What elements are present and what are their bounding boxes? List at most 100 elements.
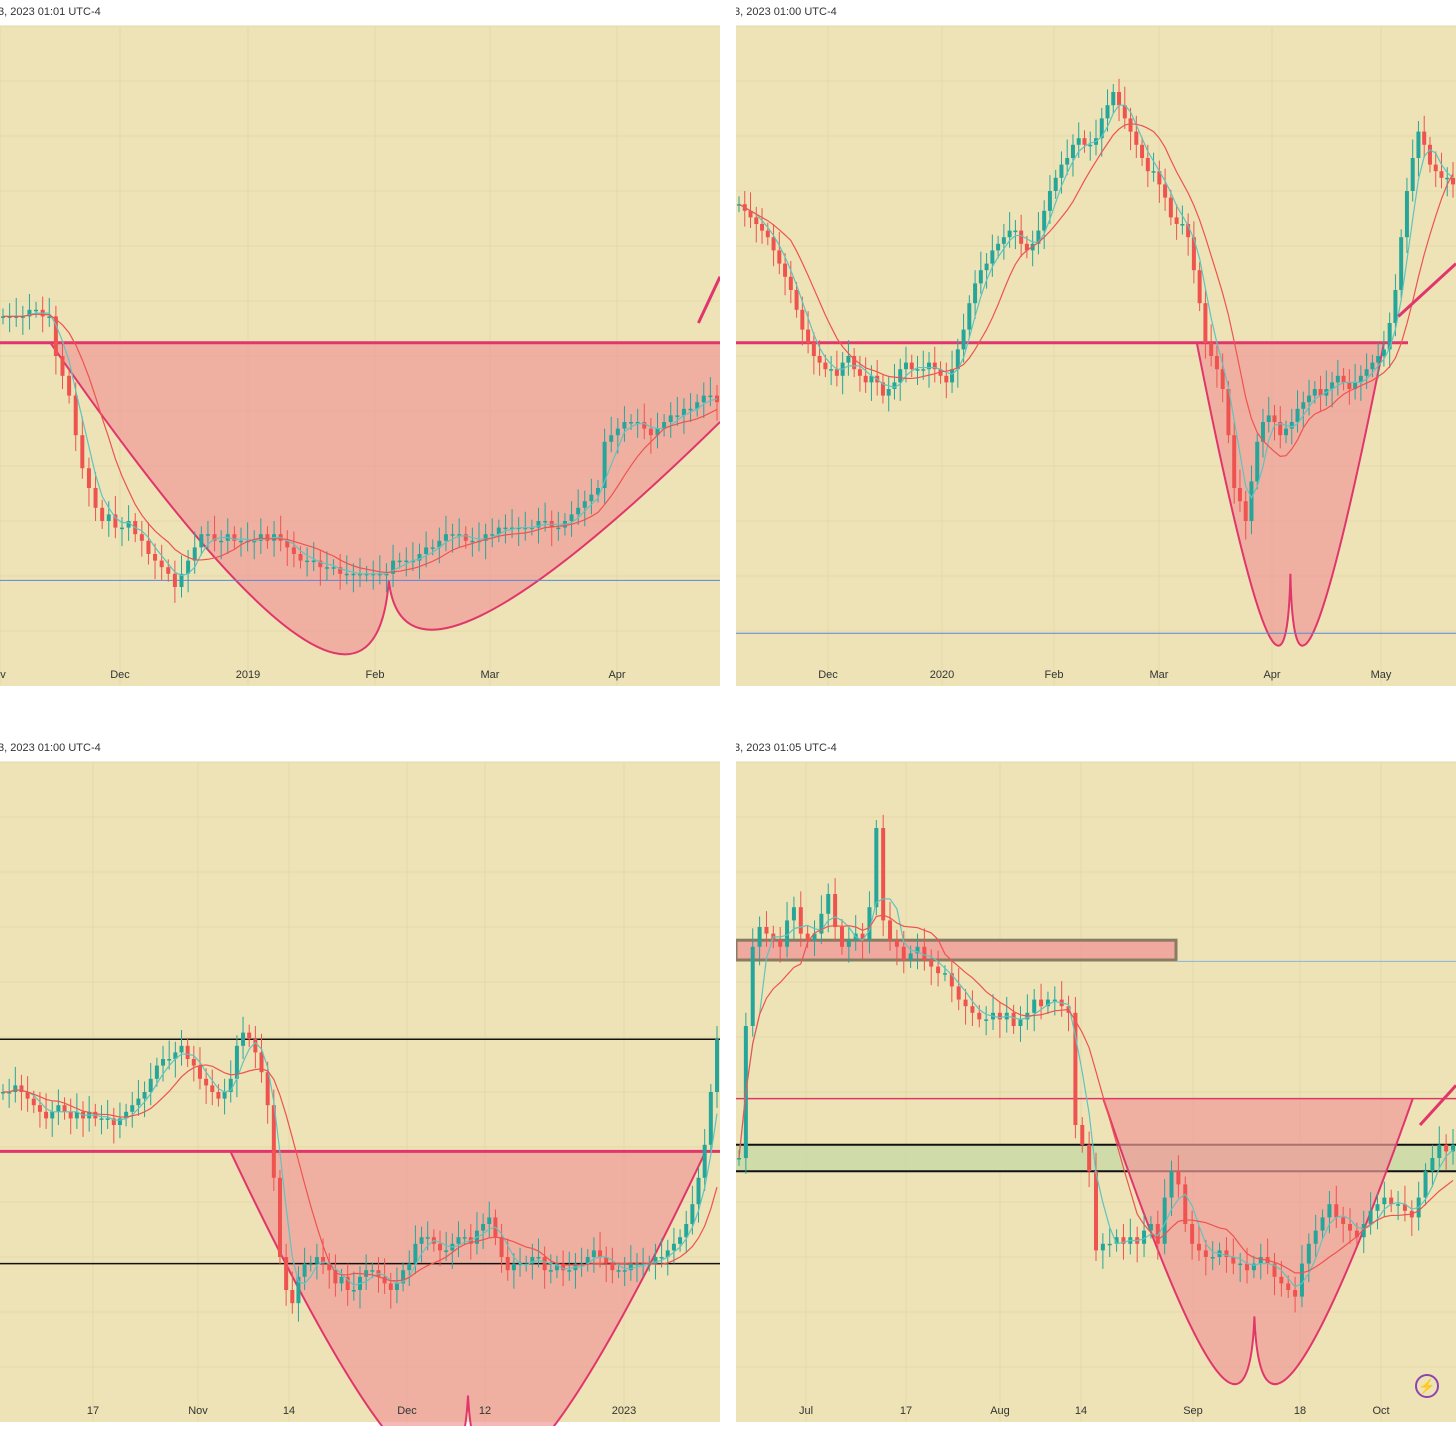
candle-body [1245,1263,1250,1271]
candle-body [675,415,680,417]
candle-body [1312,389,1317,396]
candle-body [394,1283,399,1290]
candle-body [984,1019,989,1021]
candle-body [197,1065,202,1079]
candle-body [1231,1257,1236,1264]
candle-body [50,1111,55,1119]
candle-body [765,230,770,238]
x-tick-label: Dec [397,1405,417,1417]
candle-body [1176,1171,1181,1185]
candle-body [833,894,838,927]
candle-body [204,1078,209,1086]
chart-panel-4: 3, 2023 01:05 UTC-4 Jul 17 Aug 14 Sep 18 Oct [736,736,1456,1426]
candle-body [635,422,640,424]
candle-body [678,1237,683,1244]
x-tick-label: Apr [1263,669,1280,681]
candle-body [894,940,899,947]
candle-body [100,507,105,521]
candle-body [1423,1171,1428,1198]
lightning-icon[interactable]: ⚡ [1415,1374,1439,1398]
candle-body [798,907,803,934]
candle-body [277,1177,282,1257]
timestamp-label: 3, 2023 01:01 UTC-4 [0,6,101,18]
candle-body [1024,243,1029,251]
x-tick-label: Oct [1372,1405,1389,1417]
candle-body [898,369,903,383]
candle-body [1145,158,1150,172]
candle-body [1168,197,1173,218]
x-tick-label: Feb [366,669,385,681]
candle-body [1011,1012,1016,1026]
candle-body [1155,1224,1160,1244]
breakout-arrow [697,276,720,324]
candle-body [823,362,828,370]
candle-body [490,534,495,536]
candle-body [284,1257,289,1290]
candle-body [867,907,872,941]
candle-body [909,362,914,370]
candle-body [604,1257,609,1264]
candle-body [252,540,257,543]
candle-body [655,428,660,436]
candle-body [1018,1019,1023,1026]
x-tick-label: 18 [1294,1405,1306,1417]
candle-body [503,527,508,530]
candle-body [518,1263,523,1266]
candle-body [915,946,920,954]
candle-body [345,1276,350,1290]
candle-body [62,1105,67,1112]
candle-body [462,1237,467,1239]
candle-body [166,567,171,574]
candle-body [241,1032,246,1046]
candle-body [296,1276,301,1304]
candle-body [1122,105,1127,119]
candle-body [413,1243,418,1264]
candle-body [1210,1257,1215,1259]
candle-body [34,309,39,312]
candle-body [888,920,893,941]
candle-body [589,494,594,502]
candle-body [1197,270,1202,304]
candle-body [556,527,561,530]
candle-body [944,375,949,383]
x-tick-label: Dec [110,669,130,681]
candle-body [1318,389,1323,396]
candle-body [860,933,865,941]
candle-body [167,1059,172,1061]
x-tick-label: Feb [1045,669,1064,681]
candle-body [1180,224,1185,226]
candle-body [318,560,323,568]
cup-fill [50,342,720,655]
candle-body [616,1270,621,1272]
candle-body [1036,230,1041,244]
candle-body [20,316,25,318]
candle-body [172,573,177,587]
candle-body [561,1263,566,1271]
candle-body [688,408,693,411]
candle-body [1341,375,1346,383]
candle-body [1053,177,1058,191]
candle-body [388,1283,393,1290]
candle-body [425,1237,430,1239]
cup-fill [230,1151,706,1426]
candle-body [852,356,857,370]
candle-body [1437,1144,1442,1158]
candle-body [146,540,151,554]
candle-body [696,1177,701,1205]
candle-body [377,573,382,576]
candle-body [258,534,263,541]
x-tick-label: Aug [990,1405,1010,1417]
cup-fill [1103,1098,1413,1385]
candle-body [1451,1144,1455,1152]
candle-body [708,1092,713,1145]
candle-body [1186,224,1191,238]
candle-body [648,428,653,436]
candle-body [511,1263,516,1271]
candle-body [333,1270,338,1284]
candle-body [684,1224,689,1238]
candle-body [232,534,237,541]
x-tick-label: 12 [479,1405,491,1417]
candle-body [536,1257,541,1259]
candle-body [582,501,587,508]
candle-body [1430,1158,1435,1172]
